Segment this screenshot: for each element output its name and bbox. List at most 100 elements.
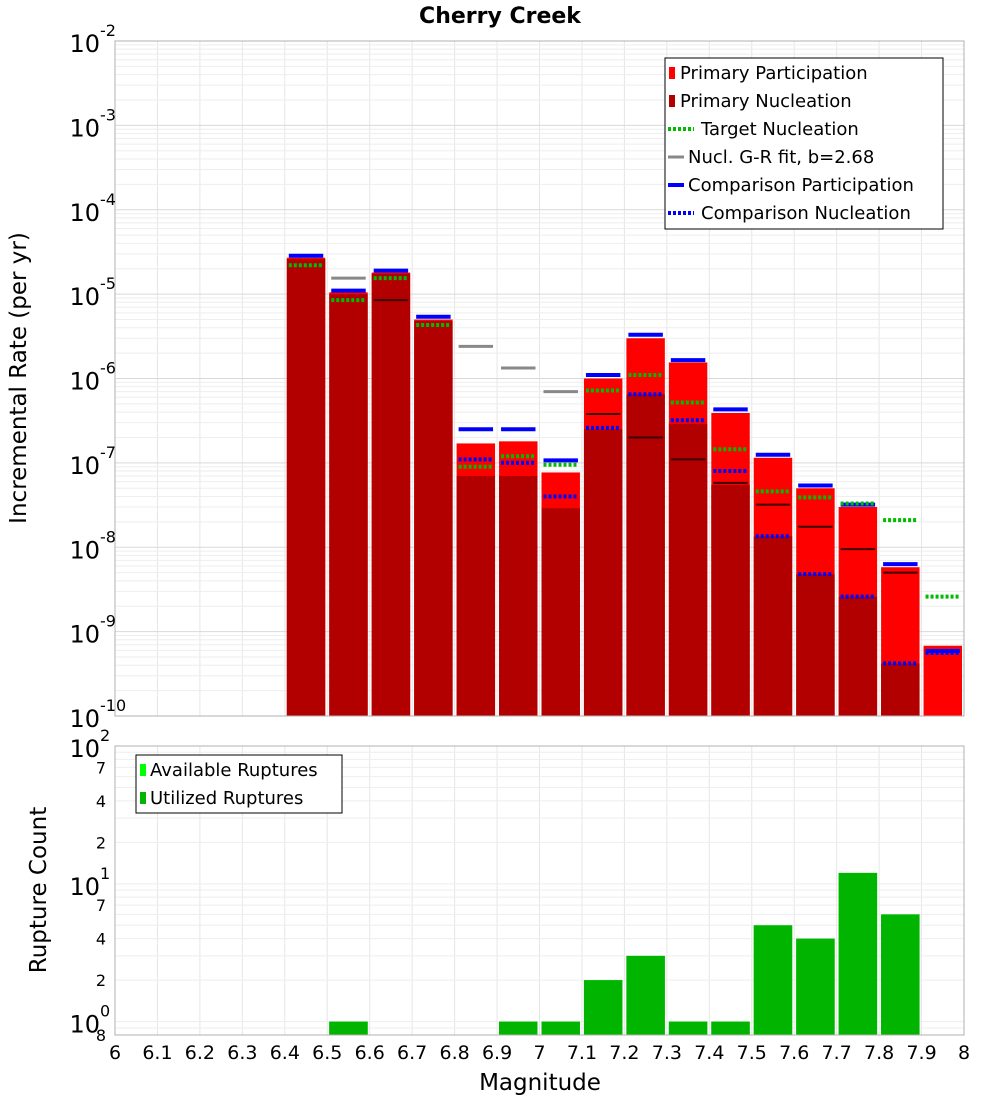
- x-tick-label: 7.2: [609, 1042, 639, 1064]
- rate-plot-y-tick-label: 10: [69, 368, 100, 396]
- primary-nucleation-bar: [626, 394, 665, 716]
- legend-entry-label: Primary Participation: [680, 63, 868, 84]
- rate-plot-frame: [114, 40, 965, 717]
- count-plot-marks: [329, 872, 920, 1035]
- count-plot-y-minor-tick-label: 2: [96, 833, 106, 852]
- x-tick-label: 7: [533, 1042, 545, 1064]
- count-plot-legend: Available Ruptures Utilized Ruptures: [135, 754, 343, 814]
- primary-nucleation-bar: [838, 596, 878, 716]
- count-plot-y-minor-tick-label: 4: [96, 930, 106, 949]
- x-tick-label: 6.3: [227, 1042, 257, 1064]
- x-tick-label: 7.4: [694, 1042, 724, 1064]
- legend-entry-label: Utilized Ruptures: [150, 788, 303, 809]
- primary-nucleation-bar: [583, 429, 623, 716]
- rate-plot-y-tick-exponent: -8: [100, 527, 116, 546]
- rate-plot-y-tick-label: 10: [69, 452, 100, 480]
- x-tick-label: 6: [109, 1042, 121, 1064]
- primary-nucleation-bar: [881, 663, 920, 716]
- rate-plot-y-ticks: 10-210-310-410-510-610-710-810-910-10: [69, 21, 126, 733]
- x-tick-label: 6.7: [397, 1042, 427, 1064]
- count-plot-y-minor-tick-label: 4: [96, 792, 106, 811]
- primary-nucleation-bar: [371, 273, 411, 716]
- count-plot-y-tick-exponent: 2: [100, 726, 110, 745]
- x-tick-label: 6.1: [142, 1042, 172, 1064]
- x-tick-label: 8: [958, 1042, 970, 1064]
- rate-plot-legend: Primary Participation Primary Nucleation T…: [664, 57, 944, 230]
- x-tick-label: 6.5: [312, 1042, 342, 1064]
- legend-entry-label: Available Ruptures: [150, 760, 318, 781]
- utilized-ruptures-bar: [711, 1021, 750, 1035]
- utilized-ruptures-bar: [668, 1021, 708, 1035]
- count-plot-y-minor-tick-label: 2: [96, 971, 106, 990]
- legend-entry-label: Nucl. G-R fit, b=2.68: [688, 147, 874, 168]
- x-tick-label: 7.7: [822, 1042, 852, 1064]
- x-tick-label: 6.2: [185, 1042, 215, 1064]
- x-tick-label: 7.3: [652, 1042, 682, 1064]
- primary-nucleation-bar: [499, 475, 538, 716]
- utilized-ruptures-bar: [796, 938, 835, 1035]
- primary-nucleation-bar: [541, 508, 580, 716]
- rate-plot-y-tick-exponent: -4: [100, 190, 116, 209]
- legend-entry-label: Comparison Participation: [688, 175, 914, 196]
- rate-plot-y-tick-label: 10: [69, 30, 100, 58]
- count-plot-y-tick-exponent: 1: [100, 864, 110, 883]
- utilized-ruptures-bar: [583, 980, 623, 1035]
- count-plot-y-minor-tick-label: 7: [96, 896, 106, 915]
- rate-plot-y-tick-exponent: -7: [100, 443, 116, 462]
- x-axis-label: Magnitude: [479, 1070, 601, 1096]
- primary-nucleation-bar: [456, 475, 496, 716]
- count-plot-y-minor-tick-label: 8: [96, 1026, 106, 1045]
- rate-plot-y-tick-label: 10: [69, 621, 100, 649]
- x-tick-label: 7.6: [779, 1042, 809, 1064]
- primary-nucleation-bar: [753, 536, 793, 716]
- count-plot-y-tick-label: 10: [69, 735, 100, 763]
- rate-plot-y-tick-label: 10: [69, 705, 100, 733]
- utilized-ruptures-bar: [881, 914, 920, 1035]
- rate-plot-y-axis-label: Incremental Rate (per yr): [6, 232, 32, 524]
- x-tick-label: 6.9: [482, 1042, 512, 1064]
- legend-entry-label: Comparison Nucleation: [701, 203, 911, 224]
- primary-nucleation-bar: [414, 321, 453, 716]
- primary-nucleation-bar: [711, 484, 750, 716]
- count-plot-frame: [114, 745, 965, 1036]
- legend-swatch: [669, 67, 675, 79]
- utilized-ruptures-bar: [753, 925, 793, 1035]
- rate-plot-marks: [286, 253, 962, 716]
- count-plot-y-axis-label: Rupture Count: [26, 807, 52, 973]
- rate-plot-y-tick-exponent: -3: [100, 105, 116, 124]
- count-plot-legend-box: [135, 754, 343, 814]
- rate-plot-y-tick-label: 10: [69, 199, 100, 227]
- primary-participation-bar: [923, 645, 962, 716]
- legend-entry-label: Target Nucleation: [700, 119, 859, 140]
- x-tick-label: 6.6: [355, 1042, 385, 1064]
- rate-plot-y-tick-exponent: -9: [100, 612, 116, 631]
- legend-swatch: [669, 95, 675, 107]
- rate-plot-y-tick-exponent: -6: [100, 359, 116, 378]
- primary-nucleation-bar: [329, 294, 368, 716]
- utilized-ruptures-bar: [541, 1021, 580, 1035]
- rate-plot-y-tick-label: 10: [69, 283, 100, 311]
- rate-plot-y-tick-exponent: -5: [100, 274, 116, 293]
- rate-plot: 10-210-310-410-510-610-710-810-910-10 In…: [6, 21, 965, 733]
- rate-plot-y-tick-label: 10: [69, 114, 100, 142]
- x-tick-label: 7.5: [737, 1042, 767, 1064]
- x-tick-label: 7.8: [864, 1042, 894, 1064]
- primary-nucleation-bar: [286, 259, 326, 716]
- primary-nucleation-bar: [796, 574, 835, 716]
- primary-nucleation-bar: [668, 423, 708, 716]
- count-plot-y-minor-tick-label: 7: [96, 758, 106, 777]
- x-tick-label: 7.9: [906, 1042, 936, 1064]
- legend-entry-label: Primary Nucleation: [680, 91, 852, 112]
- count-plot-y-tick-exponent: 0: [100, 1002, 110, 1021]
- utilized-ruptures-bar: [626, 955, 665, 1035]
- rate-plot-legend-box: [664, 57, 944, 230]
- utilized-ruptures-bar: [838, 872, 878, 1035]
- legend-swatch: [140, 792, 146, 804]
- x-tick-label: 6.8: [439, 1042, 469, 1064]
- utilized-ruptures-bar: [329, 1021, 368, 1035]
- count-plot-y-tick-label: 10: [69, 873, 100, 901]
- count-plot-y-tick-label: 10: [69, 1011, 100, 1039]
